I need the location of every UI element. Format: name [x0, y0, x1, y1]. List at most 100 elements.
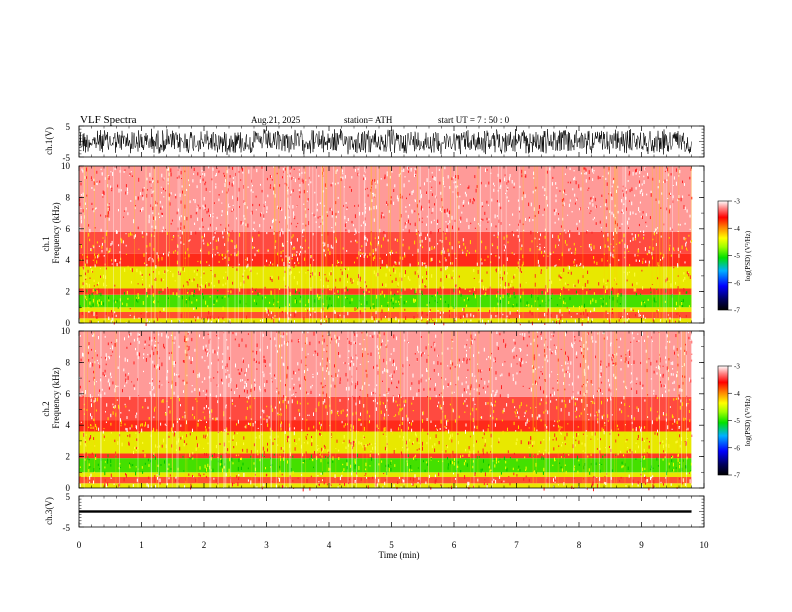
ch1-spectrogram-speckle — [320, 222, 322, 225]
ch1-spectrogram-speckle — [522, 261, 524, 266]
ch1-spectrogram-speckle — [559, 233, 561, 235]
ch2-spectrogram-speckle — [495, 400, 496, 403]
ch2-spectrogram-speckle — [107, 459, 109, 464]
ch2-spectrogram-speckle — [398, 411, 400, 416]
ch1-spectrogram-speckle — [247, 263, 249, 268]
ch2-spectrogram-speckle — [535, 462, 537, 467]
ch1-spectrogram-speckle — [354, 214, 356, 219]
ch2-spectrogram-speckle — [412, 482, 414, 486]
ch2-spectrogram-speckle — [453, 391, 455, 393]
ch1-spectrogram-streak — [325, 166, 327, 323]
ch2-spectrogram-speckle — [280, 423, 282, 428]
ch1-spectrogram-speckle — [93, 285, 95, 287]
ch1-spectrogram-streak — [150, 166, 152, 323]
ch1-spectrogram-speckle — [462, 238, 464, 242]
ch1-spectrogram-speckle — [665, 289, 667, 293]
ch1-spectrogram-speckle — [167, 253, 169, 257]
ch1-spectrogram-speckle — [212, 248, 214, 250]
ch1-spectrogram-speckle — [538, 238, 540, 240]
ch2-spectrogram-speckle — [157, 477, 158, 480]
ch2-spectrogram-speckle — [142, 441, 144, 444]
ch1-spectrogram-speckle — [373, 206, 375, 210]
ch1-spectrogram-speckle — [487, 255, 489, 258]
ch1-spectrogram-speckle — [597, 175, 599, 180]
ch1-spectrogram-speckle — [234, 172, 236, 176]
ch1-spectrogram-speckle — [337, 259, 339, 264]
ch1-spectrogram-speckle — [167, 167, 169, 171]
ch1-spectrogram-speckle — [442, 231, 444, 233]
ch1-spectrogram-speckle — [343, 186, 345, 188]
ch1-spectrogram-speckle — [561, 252, 563, 257]
ch2-spectrogram-speckle — [353, 341, 355, 344]
ch1-spectrogram-speckle — [284, 167, 286, 171]
ch1-spectrogram-speckle — [208, 318, 210, 322]
ch2-spectrogram-speckle — [662, 373, 664, 376]
ch1-spectrogram-speckle — [331, 227, 333, 229]
ch2-spectrogram-speckle — [583, 384, 584, 386]
ch1-spectrogram-speckle — [170, 271, 172, 272]
ch1-spectrogram-speckle — [340, 176, 342, 179]
ch1-spectrogram-speckle — [208, 251, 210, 255]
ch2-spectrogram-speckle — [592, 481, 594, 486]
ch2-spectrogram-speckle — [343, 362, 345, 364]
ch1-spectrogram-speckle — [513, 275, 515, 279]
ch1-spectrogram-speckle — [589, 288, 591, 291]
ch2-spectrogram-speckle — [368, 384, 370, 386]
ch2-spectrogram-speckle — [362, 435, 364, 440]
ch1-spectrogram-speckle — [635, 292, 637, 296]
ch1-spectrogram-speckle — [452, 269, 454, 272]
ch1-spectrogram-speckle — [104, 177, 106, 180]
ch1-spectrogram-speckle — [572, 188, 574, 191]
ch1-spectrogram-speckle — [418, 218, 420, 222]
ch1-spectrogram-speckle — [465, 252, 467, 257]
ch1-spectrogram-speckle — [660, 252, 662, 255]
ch1-spectrogram-streak — [678, 166, 680, 323]
ch2-spectrogram-speckle — [238, 372, 240, 375]
ch2-spectrogram-speckle — [271, 430, 273, 432]
ch1-spectrogram-speckle — [490, 261, 492, 264]
ch2-spectrogram-speckle — [547, 346, 549, 348]
ch1-spectrogram-speckle — [125, 184, 127, 188]
ch1-spectrogram-speckle — [310, 287, 312, 291]
ch2-spectrogram-speckle — [88, 463, 90, 467]
ch2-spectrogram-speckle — [269, 363, 271, 367]
ch2-spectrogram-speckle — [126, 416, 128, 420]
ch2-spectrogram-speckle — [474, 425, 476, 429]
ch1-spectrogram-speckle — [629, 211, 631, 216]
ch2-spectrogram-speckle — [363, 445, 365, 447]
ch1-spectrogram-speckle — [134, 206, 136, 210]
ch2-spectrogram-speckle — [328, 396, 330, 398]
ch2-spectrogram-speckle — [204, 377, 206, 380]
ch1-spectrogram-streak — [200, 166, 202, 323]
ch1-spectrogram-speckle — [480, 181, 482, 185]
ch2-spectrogram-speckle — [379, 401, 381, 405]
ch2-spectrogram-speckle — [97, 463, 99, 466]
ch1-spectrogram-speckle — [573, 264, 575, 266]
ch1-spectrogram-speckle — [344, 268, 346, 270]
ch1-spectrogram-speckle — [172, 236, 174, 238]
ch2-spectrogram-speckle — [495, 457, 497, 462]
ch1-spectrogram-speckle — [422, 208, 424, 211]
ch1-spectrogram-speckle — [146, 292, 148, 296]
ch1-spectrogram-speckle — [310, 255, 312, 258]
ch1-spectrogram-streak — [262, 166, 264, 323]
ch1-spectrogram-speckle — [593, 245, 595, 250]
ch2-spectrogram-speckle — [260, 388, 261, 390]
ch2-spectrogram-speckle — [115, 412, 117, 417]
ch2-spectrogram-speckle — [532, 368, 534, 373]
ch1-spectrogram-speckle — [398, 173, 400, 177]
ch2-spectrogram-speckle — [285, 397, 286, 399]
ch2-spectrogram-speckle — [489, 469, 491, 474]
ch1-spectrogram-speckle — [397, 290, 399, 293]
ch2-spectrogram-speckle — [452, 362, 454, 366]
ch2-spectrogram-speckle — [241, 368, 243, 372]
ch1-spectrogram-speckle — [679, 223, 681, 226]
ch1-spectrogram-speckle — [446, 275, 447, 278]
ch1-spectrogram-speckle — [260, 183, 261, 186]
ch2-spectrogram-speckle — [587, 365, 589, 370]
ch1-spectrogram-speckle — [125, 191, 127, 195]
ch1-spectrogram-speckle — [431, 295, 433, 297]
ch2-spectrogram-speckle — [140, 424, 142, 427]
ch1-spectrogram-ytick-label: 2 — [66, 287, 71, 297]
ch1-spectrogram-speckle — [578, 184, 580, 189]
